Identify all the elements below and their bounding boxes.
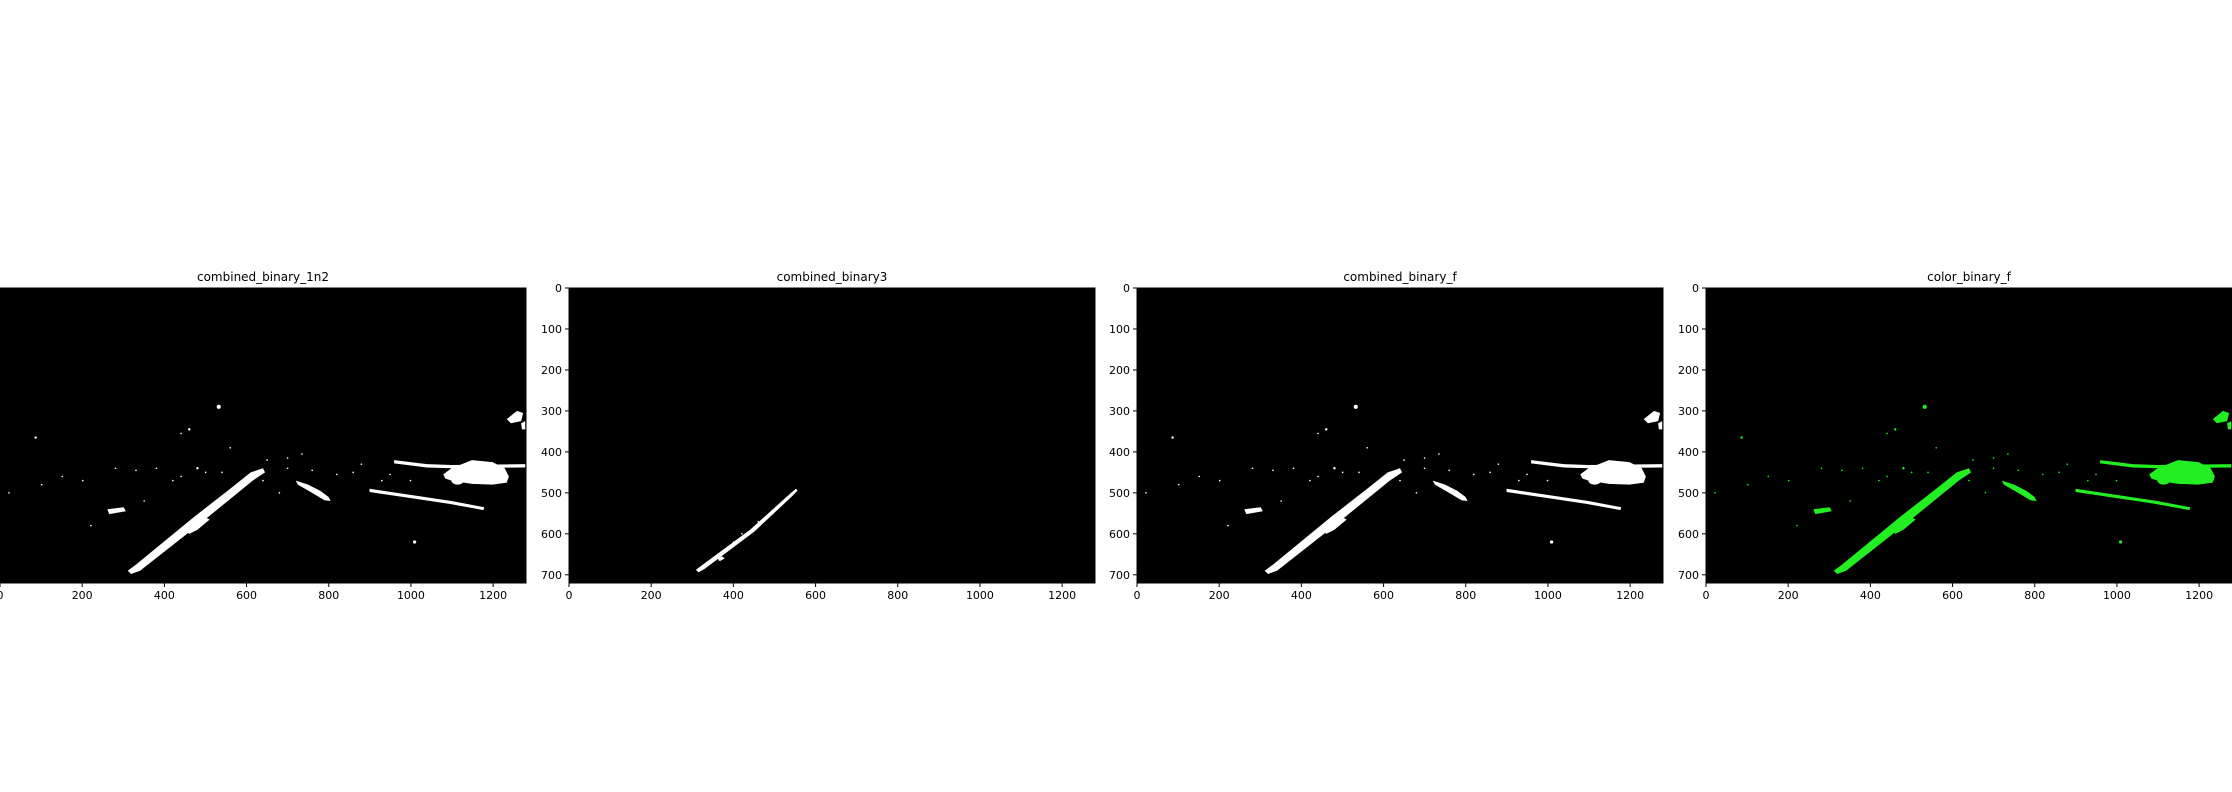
y-tick-label: 500: [1109, 487, 1130, 500]
panel-4: color_binary_f 0 200 400 600 800 1000 1200 0 100 2…: [1678, 270, 2232, 602]
x-tick-label: 400: [723, 589, 744, 602]
x-tick-label: 0: [1703, 589, 1710, 602]
x-tick-label: 0: [566, 589, 573, 602]
y-tick-label: 300: [541, 405, 562, 418]
axes-frame: [1136, 287, 1664, 584]
y-tick-label: 400: [1109, 446, 1130, 459]
x-tick-label: 600: [1373, 589, 1394, 602]
x-tick-label: 200: [72, 589, 93, 602]
axes-frame: [1705, 287, 2232, 584]
image-area: [569, 288, 1095, 583]
x-tick-label: 400: [1860, 589, 1881, 602]
y-tick-label: 400: [541, 446, 562, 459]
y-tick-label: 300: [1678, 405, 1699, 418]
x-tick-label: 1000: [397, 589, 425, 602]
x-tick-label: 1200: [2185, 589, 2213, 602]
x-tick-label: 800: [887, 589, 908, 602]
y-tick-label: 600: [1109, 528, 1130, 541]
panel-3: combined_binary_f 0 200 400 600 800 1000 1200 0 1…: [1109, 270, 1664, 602]
axes-frame: [568, 287, 1096, 584]
image-area: [1706, 288, 2232, 583]
x-tick-label: 800: [1455, 589, 1476, 602]
x-tick-label: 800: [318, 589, 339, 602]
y-tick-label: 0: [1123, 282, 1130, 295]
y-tick-label: 300: [1109, 405, 1130, 418]
y-tick-label: 700: [541, 569, 562, 582]
panel-title: color_binary_f: [1927, 270, 2011, 284]
y-tick-label: 200: [1678, 364, 1699, 377]
x-tick-label: 600: [236, 589, 257, 602]
x-tick-label: 600: [1942, 589, 1963, 602]
x-tick-label: 1000: [1534, 589, 1562, 602]
panel-1: combined_binary_1n2 0 200 400 600 800 1000 1200: [0, 270, 527, 602]
y-tick-label: 700: [1678, 569, 1699, 582]
x-tick-label: 1000: [966, 589, 994, 602]
x-tick-label: 400: [154, 589, 175, 602]
panel-title: combined_binary_f: [1343, 270, 1457, 284]
x-tick-label: 0: [1134, 589, 1141, 602]
x-tick-label: 800: [2024, 589, 2045, 602]
y-tick-label: 200: [1109, 364, 1130, 377]
y-tick-label: 0: [555, 282, 562, 295]
x-tick-label: 400: [1291, 589, 1312, 602]
y-tick-label: 100: [541, 323, 562, 336]
image-area: [1137, 288, 1663, 583]
x-tick-label: 1200: [1048, 589, 1076, 602]
axes-frame: [0, 287, 527, 584]
y-tick-label: 700: [1109, 569, 1130, 582]
y-tick-label: 500: [541, 487, 562, 500]
y-tick-label: 100: [1109, 323, 1130, 336]
panel-title: combined_binary3: [777, 270, 888, 284]
y-tick-label: 0: [1692, 282, 1699, 295]
x-tick-label: 200: [1778, 589, 1799, 602]
x-tick-label: 600: [805, 589, 826, 602]
x-tick-label: 200: [1209, 589, 1230, 602]
y-tick-label: 100: [1678, 323, 1699, 336]
panel-2: combined_binary3 0 200 400 600 800 1000 1200 0 10…: [541, 270, 1096, 602]
x-tick-label: 1200: [479, 589, 507, 602]
y-tick-label: 400: [1678, 446, 1699, 459]
x-tick-label: 1200: [1616, 589, 1644, 602]
y-tick-label: 500: [1678, 487, 1699, 500]
x-tick-label: 1000: [2103, 589, 2131, 602]
y-tick-label: 600: [541, 528, 562, 541]
y-tick-label: 600: [1678, 528, 1699, 541]
x-tick-label: 200: [641, 589, 662, 602]
x-tick-label: 0: [0, 589, 4, 602]
panel-title: combined_binary_1n2: [197, 270, 329, 284]
image-area: [0, 288, 526, 583]
y-tick-label: 200: [541, 364, 562, 377]
